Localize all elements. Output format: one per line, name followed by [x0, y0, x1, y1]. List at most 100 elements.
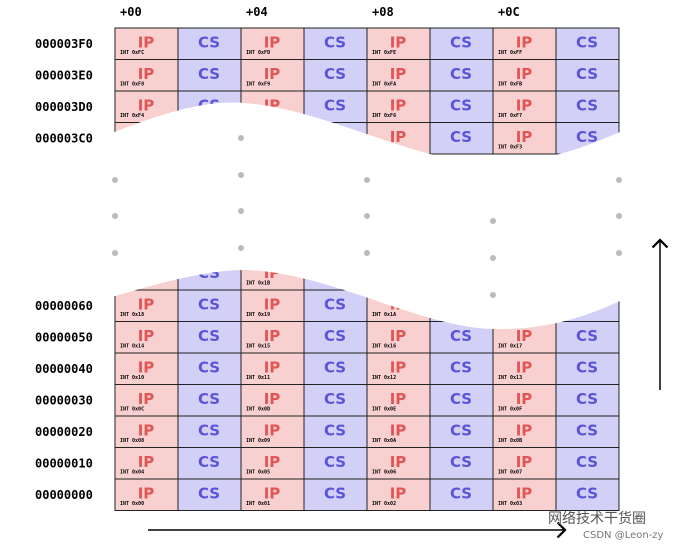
ip-label: IP — [390, 65, 407, 83]
address-label: 00000060 — [35, 299, 93, 313]
cs-label: CS — [198, 390, 220, 408]
ip-label: IP — [516, 485, 533, 503]
cs-cell — [555, 447, 620, 480]
int-label: INT 0x13 — [498, 375, 522, 381]
cs-cell — [177, 27, 242, 60]
int-label: INT 0x18 — [120, 312, 144, 318]
int-label: INT 0x0F — [498, 407, 522, 413]
address-label: 000003E0 — [35, 69, 93, 83]
cs-label: CS — [576, 453, 598, 471]
cs-label: CS — [198, 485, 220, 503]
int-label: INT 0xFA — [372, 82, 396, 88]
cs-cell — [177, 59, 242, 92]
ip-label: IP — [264, 359, 281, 377]
int-label: INT 0x0B — [498, 438, 522, 444]
cs-label: CS — [324, 359, 346, 377]
ip-label: IP — [390, 359, 407, 377]
int-label: INT 0x05 — [246, 470, 270, 476]
ip-label: IP — [264, 296, 281, 314]
ip-cell — [492, 122, 557, 155]
dot — [364, 213, 370, 219]
cs-label: CS — [576, 422, 598, 440]
int-label: INT 0x11 — [246, 375, 270, 381]
cs-label: CS — [198, 65, 220, 83]
address-label: 00000030 — [35, 394, 93, 408]
int-label: INT 0x1B — [246, 281, 270, 287]
int-label: INT 0x02 — [372, 501, 396, 507]
address-label: 00000050 — [35, 331, 93, 345]
ip-cell — [114, 415, 179, 448]
cs-label: CS — [450, 327, 472, 345]
int-label: INT 0x08 — [120, 438, 144, 444]
dot — [238, 135, 244, 141]
ip-label: IP — [138, 390, 155, 408]
ip-label: IP — [138, 359, 155, 377]
cs-label: CS — [198, 327, 220, 345]
address-label: 00000040 — [35, 362, 93, 376]
dot — [616, 213, 622, 219]
dot — [616, 177, 622, 183]
cs-label: CS — [576, 97, 598, 115]
dot — [112, 177, 118, 183]
int-label: INT 0x09 — [246, 438, 270, 444]
cs-cell — [555, 321, 620, 354]
address-label: 00000000 — [35, 488, 93, 502]
dot — [490, 218, 496, 224]
cs-cell — [555, 384, 620, 417]
cs-label: CS — [324, 34, 346, 52]
int-label: INT 0x0E — [372, 407, 396, 413]
ip-label: IP — [516, 65, 533, 83]
ip-cell — [492, 384, 557, 417]
ip-label: IP — [390, 34, 407, 52]
watermark-credit: CSDN @Leon-zy — [583, 530, 664, 541]
cs-label: CS — [324, 296, 346, 314]
ip-label: IP — [264, 453, 281, 471]
ip-label: IP — [516, 128, 533, 146]
column-header: +08 — [372, 5, 394, 19]
ip-label: IP — [516, 327, 533, 345]
ip-label: IP — [138, 422, 155, 440]
ip-label: IP — [264, 485, 281, 503]
ip-label: IP — [390, 97, 407, 115]
cs-cell — [177, 415, 242, 448]
ip-label: IP — [138, 453, 155, 471]
ip-cell — [366, 447, 431, 480]
cs-label: CS — [198, 422, 220, 440]
ip-cell — [114, 384, 179, 417]
int-label: INT 0x04 — [120, 470, 144, 476]
cs-label: CS — [198, 296, 220, 314]
int-label: INT 0x01 — [246, 501, 270, 507]
address-label: 000003F0 — [35, 37, 93, 51]
dot — [364, 250, 370, 256]
int-label: INT 0x07 — [498, 470, 522, 476]
cs-label: CS — [450, 97, 472, 115]
cs-label: CS — [324, 65, 346, 83]
int-label: INT 0x0A — [372, 438, 396, 444]
ip-cell — [366, 352, 431, 385]
ip-cell — [366, 384, 431, 417]
cs-label: CS — [324, 453, 346, 471]
cs-label: CS — [198, 34, 220, 52]
int-label: INT 0x06 — [372, 470, 396, 476]
column-header: +0C — [498, 5, 520, 19]
ip-label: IP — [264, 327, 281, 345]
ip-cell — [240, 321, 305, 354]
ip-label: IP — [138, 296, 155, 314]
ip-cell — [366, 321, 431, 354]
address-label: 00000010 — [35, 457, 93, 471]
cs-label: CS — [324, 485, 346, 503]
int-label: INT 0x10 — [120, 375, 144, 381]
int-label: INT 0x1A — [372, 312, 396, 318]
cs-label: CS — [324, 97, 346, 115]
column-header: +04 — [246, 5, 268, 19]
ip-label: IP — [516, 359, 533, 377]
int-label: INT 0x03 — [498, 501, 522, 507]
int-label: INT 0x15 — [246, 344, 270, 350]
cs-label: CS — [324, 422, 346, 440]
ip-label: IP — [516, 390, 533, 408]
cs-label: CS — [576, 128, 598, 146]
cs-label: CS — [450, 453, 472, 471]
cs-cell — [555, 90, 620, 123]
cs-cell — [177, 289, 242, 322]
